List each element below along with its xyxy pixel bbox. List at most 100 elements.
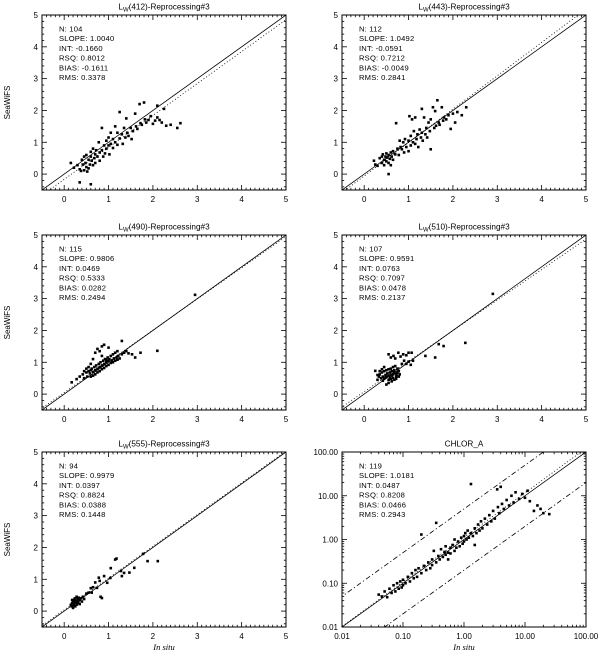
data-point: [132, 566, 136, 570]
data-point: [389, 373, 393, 377]
data-point: [76, 163, 79, 167]
data-point: [408, 114, 411, 118]
data-point: [162, 107, 166, 111]
data-point: [437, 121, 441, 124]
data-point: [105, 364, 108, 368]
data-point: [436, 98, 439, 102]
data-point: [96, 371, 99, 374]
y-tick-label: 1.00: [322, 536, 338, 545]
identity-line: [42, 235, 286, 410]
data-point: [141, 552, 145, 556]
stats-line: BIAS: 0.0282: [59, 283, 106, 292]
data-point: [97, 576, 101, 579]
data-point: [393, 364, 397, 368]
data-point: [411, 359, 415, 362]
data-point: [382, 377, 386, 381]
data-point: [78, 375, 82, 378]
y-tick-label: 0: [34, 390, 39, 399]
data-point: [378, 373, 382, 376]
data-point: [491, 292, 495, 296]
data-point: [81, 163, 85, 166]
data-point: [463, 531, 467, 535]
stats-line: N: 107: [359, 245, 383, 254]
data-point: [75, 377, 78, 381]
data-point: [151, 122, 155, 126]
data-point: [517, 497, 521, 501]
data-point: [100, 596, 104, 600]
data-point: [417, 566, 420, 570]
axis-frame: [41, 14, 287, 191]
identity-line: [342, 452, 586, 627]
data-point: [440, 105, 444, 109]
data-point: [101, 359, 105, 362]
scatter-points: [70, 293, 197, 384]
data-point: [380, 595, 384, 598]
data-point: [133, 112, 137, 115]
data-point: [381, 153, 385, 156]
data-point: [106, 356, 109, 359]
data-point: [464, 341, 467, 345]
stats-line: RSQ: 0.5333: [59, 274, 105, 283]
data-point: [96, 347, 99, 351]
axis-ticks: [41, 14, 287, 190]
x-tick-label: 2: [151, 415, 156, 424]
data-point: [461, 542, 464, 546]
data-point: [478, 529, 481, 532]
data-point: [392, 354, 395, 358]
data-point: [391, 365, 395, 369]
y-tick-label: 5: [34, 448, 39, 457]
data-point: [432, 549, 436, 553]
data-point: [424, 133, 427, 136]
data-point: [420, 131, 424, 135]
data-point: [385, 152, 388, 155]
y-tick-label: 5: [34, 231, 39, 240]
ratio-line: [342, 452, 545, 597]
x-tick-label: 5: [284, 415, 289, 424]
data-point: [105, 581, 109, 585]
data-point: [416, 133, 419, 136]
x-tick-label: 4: [239, 632, 244, 641]
data-point: [432, 126, 436, 130]
data-point: [100, 148, 104, 152]
data-point: [502, 507, 506, 511]
data-point: [385, 368, 388, 372]
y-tick-label: 2: [34, 326, 39, 335]
data-point: [99, 595, 102, 599]
data-point: [109, 354, 113, 358]
data-point: [407, 351, 410, 355]
data-point: [409, 363, 413, 367]
data-point: [120, 339, 124, 343]
stats-line: RSQ: 0.7212: [359, 54, 405, 63]
data-point: [437, 554, 440, 558]
data-point: [438, 558, 442, 561]
data-point: [112, 357, 116, 360]
data-point: [428, 129, 432, 133]
data-point: [93, 368, 97, 372]
data-point: [397, 375, 401, 378]
data-point: [427, 121, 430, 124]
reference-lines: [342, 15, 586, 190]
data-point: [523, 496, 527, 500]
stats-line: INT: -0.0591: [359, 44, 403, 53]
data-point: [387, 378, 390, 382]
data-point: [418, 128, 421, 131]
y-tick-label: 0: [34, 607, 39, 616]
data-point: [79, 169, 83, 173]
data-point: [387, 367, 390, 371]
data-point: [91, 585, 95, 589]
data-point: [124, 349, 128, 353]
data-point: [394, 590, 397, 593]
data-point: [460, 113, 464, 117]
data-point: [385, 156, 389, 159]
data-point: [105, 360, 108, 364]
data-point: [103, 357, 107, 361]
stats-line: RMS: 0.2494: [59, 293, 106, 302]
data-point: [496, 505, 500, 509]
data-point: [393, 368, 396, 372]
lw412-title: LW(412)-Reprocessing#3: [118, 3, 210, 14]
stats-line: RSQ: 0.8012: [59, 54, 105, 63]
stats-line: N: 112: [359, 25, 382, 34]
data-point: [475, 531, 478, 535]
data-point: [95, 586, 99, 590]
